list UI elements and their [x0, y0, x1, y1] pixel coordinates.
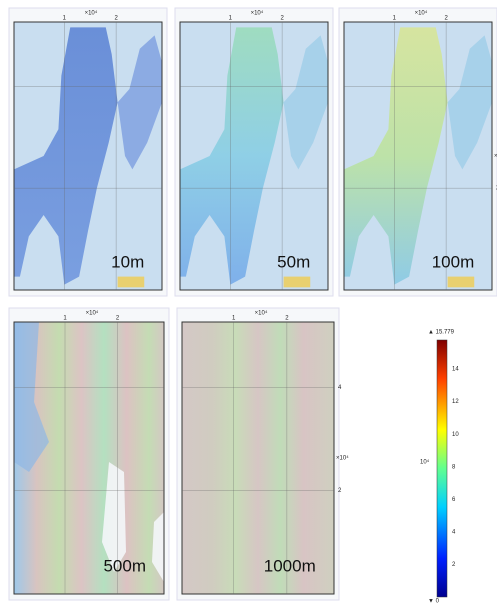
colorbar-min: ▼ 0 [428, 599, 440, 605]
panel: 12×10⁴2×100m [339, 8, 497, 296]
bottom-feature [284, 277, 311, 288]
colorbar-tick-label: 4 [452, 530, 456, 536]
panel-label: 10m [111, 253, 144, 272]
x-multiplier: ×10⁴ [251, 10, 264, 17]
x-multiplier: ×10⁴ [85, 10, 98, 17]
colorbar-tick-label: 8 [452, 464, 456, 470]
panel-label: 50m [277, 253, 310, 272]
y-multiplier: ×10⁴ [336, 455, 349, 462]
x-multiplier: ×10⁴ [255, 310, 268, 317]
colorbar-max: ▲ 15.779 [428, 330, 455, 336]
panel-label: 100m [432, 253, 475, 272]
x-multiplier: ×10⁴ [86, 310, 99, 317]
panel-label: 1000m [264, 556, 316, 575]
colorbar-multiplier: 10⁴ [420, 459, 430, 466]
panel-label: 500m [103, 556, 146, 575]
bottom-feature [118, 277, 145, 288]
y-tick-label: 2 [338, 488, 342, 494]
colorbar-tick-label: 12 [452, 399, 459, 405]
colorbar-tick-label: 14 [452, 367, 459, 373]
figure: 12×10⁴10m12×10⁴50m12×10⁴2×100m12×10⁴500m… [0, 0, 497, 606]
colorbar [437, 340, 447, 597]
colorbar-tick-label: 6 [452, 497, 456, 503]
plot-background [182, 322, 334, 594]
colorbar-tick-label: 2 [452, 562, 456, 568]
y-tick-label: 4 [338, 385, 342, 391]
x-multiplier: ×10⁴ [415, 10, 428, 17]
bottom-feature [448, 277, 475, 288]
colorbar-tick-label: 10 [452, 432, 459, 438]
